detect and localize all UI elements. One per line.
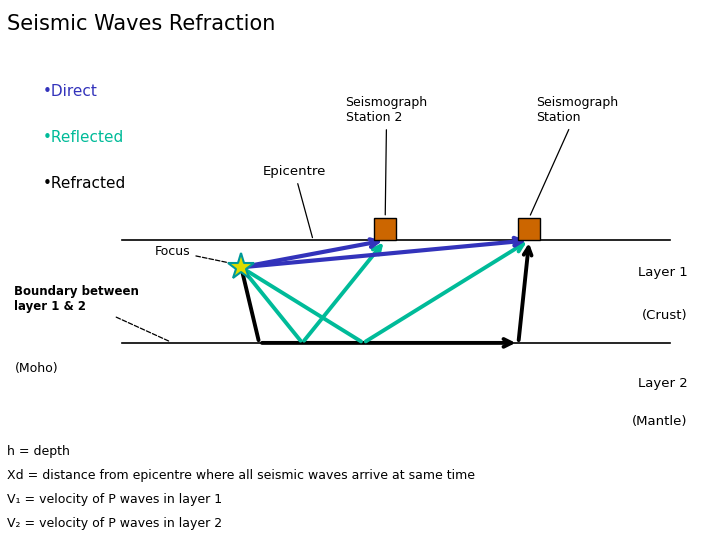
Text: Seismograph
Station 2: Seismograph Station 2 <box>346 96 428 215</box>
Text: Seismic Waves Refraction: Seismic Waves Refraction <box>7 14 276 33</box>
Text: Epicentre: Epicentre <box>263 165 326 238</box>
Text: (Crust): (Crust) <box>642 309 688 322</box>
Text: Boundary between
layer 1 & 2: Boundary between layer 1 & 2 <box>14 285 170 342</box>
Text: •Reflected: •Reflected <box>43 130 125 145</box>
Text: Xd = distance from epicentre where all seismic waves arrive at same time: Xd = distance from epicentre where all s… <box>7 469 475 482</box>
Text: h = depth: h = depth <box>7 446 70 458</box>
Text: (Mantle): (Mantle) <box>632 415 688 428</box>
Text: V₁ = velocity of P waves in layer 1: V₁ = velocity of P waves in layer 1 <box>7 493 222 506</box>
FancyBboxPatch shape <box>374 218 396 240</box>
Text: •Direct: •Direct <box>43 84 98 99</box>
Text: Layer 1: Layer 1 <box>638 266 688 279</box>
FancyBboxPatch shape <box>518 218 540 240</box>
Text: •Refracted: •Refracted <box>43 176 127 191</box>
Text: (Moho): (Moho) <box>14 362 58 375</box>
Text: Focus: Focus <box>155 245 235 264</box>
Text: Layer 2: Layer 2 <box>638 377 688 390</box>
Text: Seismograph
Station: Seismograph Station <box>531 96 618 215</box>
Text: V₂ = velocity of P waves in layer 2: V₂ = velocity of P waves in layer 2 <box>7 517 222 530</box>
